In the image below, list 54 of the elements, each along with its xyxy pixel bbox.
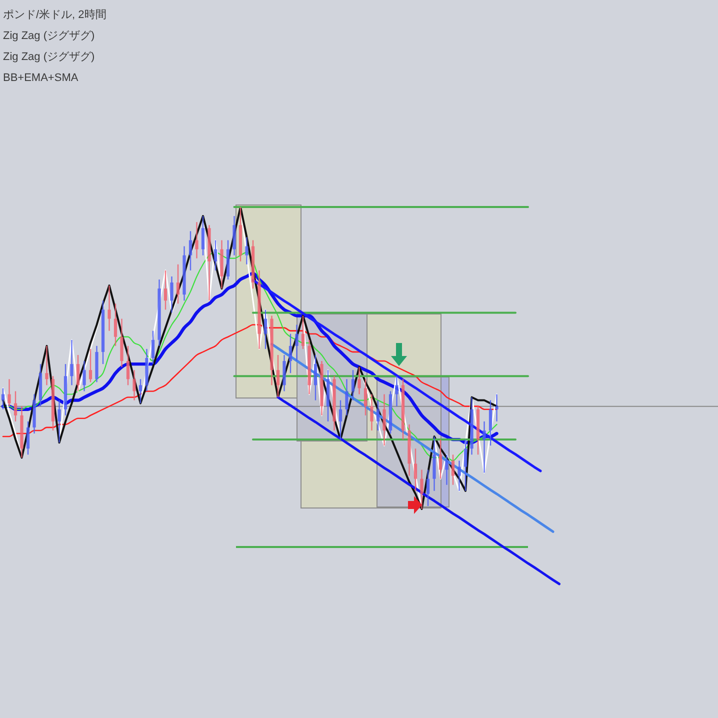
candlestick [214,240,218,272]
candlestick [70,339,74,386]
candlestick [395,376,398,407]
candlestick [82,360,86,392]
candlestick [488,400,492,446]
candlestick [114,303,118,347]
candlestick [464,438,468,492]
candlestick [345,378,348,416]
candlestick [108,284,111,332]
candlestick [426,469,430,507]
candlestick [176,264,180,304]
text: Zig Zag (ジグザグ) [3,30,95,42]
candlestick [58,400,61,444]
candlestick [201,215,205,256]
candlestick [364,378,368,416]
candlestick [195,222,198,259]
candlestick [358,366,361,395]
candlestick [370,394,374,432]
chart-title: ポンド/米ドル, 2時間 [3,8,106,21]
candlestick [8,378,11,407]
candlestick [314,354,318,401]
candlestick [295,324,298,362]
candlestick [26,420,30,456]
candlestick [351,369,355,401]
text: Zig Zag (ジグザグ) [3,51,95,63]
candlestick [458,460,461,492]
candlestick [288,333,292,374]
candlestick [382,394,386,446]
text: BB+EMA+SMA [3,72,79,84]
candlestick [164,270,168,310]
candlestick [1,388,5,410]
candlestick [451,454,455,486]
candlestick [45,345,48,386]
candlestick [301,315,305,350]
candlestick [76,354,80,392]
candlestick [338,400,342,440]
candlestick [132,369,136,401]
candlestick [88,348,92,383]
candlestick [420,469,424,510]
candlestick [482,420,486,474]
candlestick [414,448,418,492]
candlestick [495,394,498,422]
candlestick [264,309,268,350]
candlestick [376,400,380,432]
candlestick [445,454,448,486]
candlestick [151,330,155,365]
candlestick [170,276,174,314]
candlestick [438,438,442,480]
candlestick [14,390,18,422]
candlestick [245,236,248,265]
candlestick [126,345,130,386]
candlestick [188,230,192,272]
candlestick [276,354,280,398]
candlestick [138,378,142,404]
